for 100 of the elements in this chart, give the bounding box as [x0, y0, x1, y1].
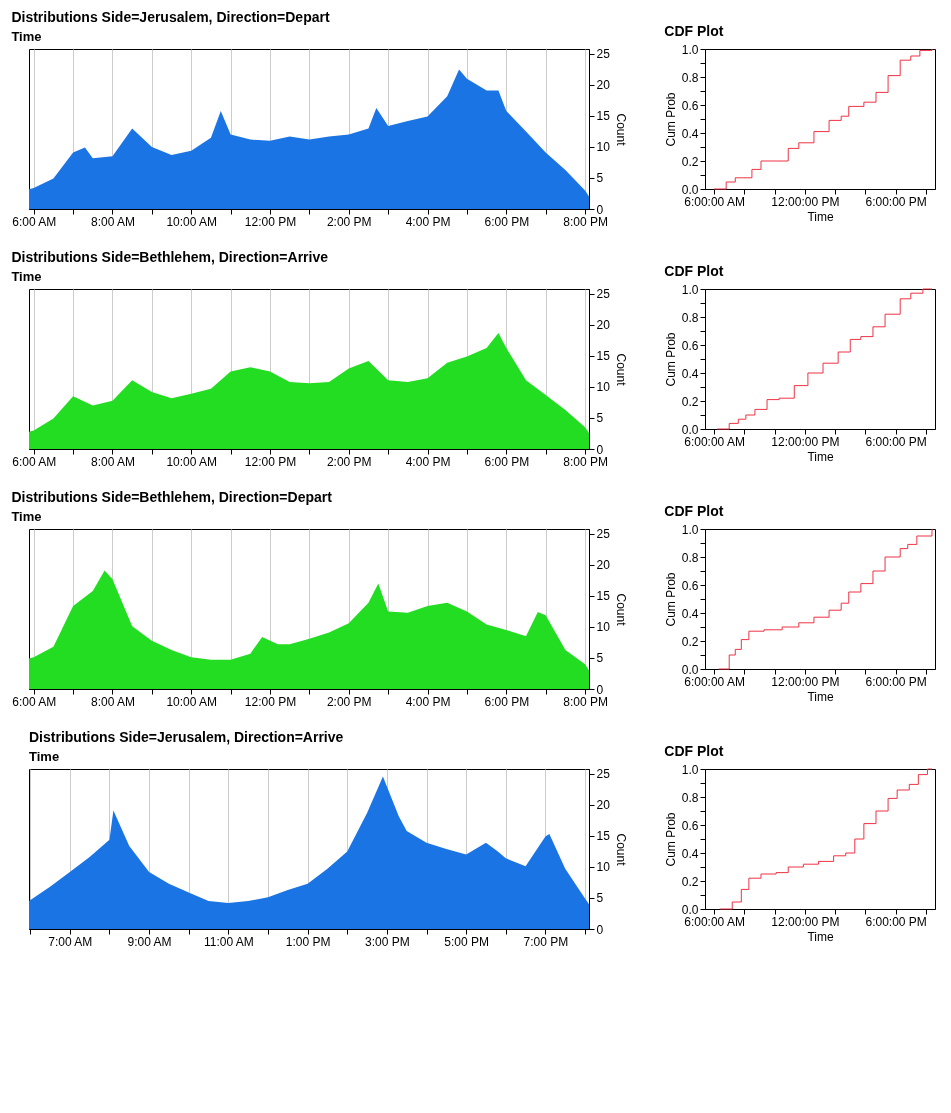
y-tick-label: 0.0 [681, 902, 699, 917]
x-tick-label: 12:00 PM [244, 694, 297, 709]
x-tick-label: 6:00:00 AM [684, 434, 745, 449]
y-tick-label: 10 [596, 140, 611, 155]
chart-subtitle: Time [11, 28, 42, 44]
x-tick-label: 8:00 PM [563, 454, 608, 469]
y-tick-label: 0.0 [681, 662, 699, 677]
y-tick-label: 1.0 [681, 282, 699, 297]
y-tick-label: 25 [596, 287, 611, 302]
x-tick-label: 5:00 PM [444, 934, 489, 949]
x-tick-label: 10:00 AM [166, 454, 218, 469]
x-tick-label: 4:00 PM [405, 214, 451, 229]
y-tick-label: 0.2 [681, 874, 699, 889]
x-tick-label: 12:00:00 PM [771, 194, 840, 209]
y-axis-title: Count [613, 833, 628, 867]
x-tick-label: 8:00 AM [90, 694, 135, 709]
x-tick-label: 12:00:00 PM [771, 914, 840, 929]
y-tick-label: 25 [596, 527, 611, 542]
x-tick-label: 6:00:00 PM [865, 914, 927, 929]
y-tick-label: 0.0 [681, 182, 699, 197]
y-tick-label: 10 [596, 620, 611, 635]
y-tick-label: 0.8 [681, 310, 699, 325]
x-tick-label: 9:00 AM [127, 934, 172, 949]
y-tick-label: 5 [596, 411, 604, 426]
x-tick-label: 7:00 AM [48, 934, 93, 949]
y-tick-label: 0.8 [681, 550, 699, 565]
y-tick-label: 0 [596, 442, 604, 457]
x-tick-label: 7:00 PM [523, 934, 569, 949]
x-tick-label: 8:00 PM [563, 694, 608, 709]
y-tick-label: 10 [596, 860, 611, 875]
y-tick-label: 15 [596, 109, 611, 124]
x-tick-label: 6:00:00 PM [865, 674, 927, 689]
y-tick-label: 15 [596, 829, 611, 844]
y-tick-label: 5 [596, 651, 604, 666]
y-tick-label: 0 [596, 922, 604, 937]
y-tick-label: 5 [596, 171, 604, 186]
chart-title: CDF Plot [664, 23, 724, 39]
chart-title: CDF Plot [664, 263, 724, 279]
y-tick-label: 25 [596, 767, 611, 782]
x-axis-title: Time [807, 689, 834, 704]
y-tick-label: 20 [596, 798, 611, 813]
chart-title: Distributions Side=Bethlehem, Direction=Arrive [11, 248, 329, 265]
x-tick-label: 8:00 PM [563, 214, 608, 229]
x-tick-label: 12:00 PM [244, 454, 297, 469]
y-tick-label: 10 [596, 380, 611, 395]
x-tick-label: 6:00 PM [484, 214, 530, 229]
x-axis-title: Time [807, 209, 834, 224]
y-tick-label: 0.4 [681, 366, 699, 381]
y-tick-label: 15 [596, 349, 611, 364]
x-tick-label: 2:00 PM [326, 694, 372, 709]
chart-title: Distributions Side=Bethlehem, Direction=Depart [11, 488, 333, 505]
x-tick-label: 6:00:00 PM [865, 194, 927, 209]
chart-subtitle: Time [11, 508, 42, 524]
y-tick-label: 0 [596, 682, 604, 697]
y-tick-label: 0 [596, 202, 604, 217]
chart-title: CDF Plot [664, 743, 724, 759]
y-tick-label: 0.2 [681, 394, 699, 409]
x-tick-label: 6:00 AM [12, 454, 57, 469]
y-tick-label: 0.6 [681, 98, 699, 113]
y-tick-label: 0.4 [681, 606, 699, 621]
x-tick-label: 10:00 AM [166, 214, 218, 229]
chart-subtitle: Time [11, 268, 42, 284]
x-tick-label: 6:00:00 AM [684, 914, 745, 929]
chart-subtitle: Time [29, 748, 60, 764]
y-axis-title: Count [613, 353, 628, 387]
x-tick-label: 4:00 PM [405, 454, 451, 469]
y-tick-label: 1.0 [681, 522, 699, 537]
y-tick-label: 0.8 [681, 70, 699, 85]
y-axis-title: Count [613, 113, 628, 147]
x-tick-label: 6:00:00 AM [684, 194, 745, 209]
y-axis-title: Cum Prob [663, 812, 678, 867]
y-axis-title: Cum Prob [663, 332, 678, 387]
x-tick-label: 11:00 AM [203, 934, 254, 949]
x-tick-label: 6:00 AM [12, 214, 57, 229]
y-axis-title: Cum Prob [663, 572, 678, 627]
y-tick-label: 20 [596, 318, 611, 333]
x-tick-label: 8:00 AM [90, 454, 135, 469]
x-axis-title: Time [807, 449, 834, 464]
x-tick-label: 6:00 PM [484, 694, 530, 709]
x-tick-label: 2:00 PM [326, 214, 372, 229]
y-tick-label: 25 [596, 47, 611, 62]
y-tick-label: 0.6 [681, 818, 699, 833]
y-tick-label: 0.6 [681, 338, 699, 353]
x-tick-label: 4:00 PM [405, 694, 451, 709]
y-tick-label: 15 [596, 589, 611, 604]
y-axis-title: Cum Prob [663, 92, 678, 147]
y-tick-label: 0.8 [681, 790, 699, 805]
chart-title: Distributions Side=Jerusalem, Direction=Arrive [29, 728, 344, 745]
y-tick-label: 0.4 [681, 846, 699, 861]
y-tick-label: 0.0 [681, 422, 699, 437]
y-tick-label: 0.2 [681, 154, 699, 169]
chart-title: CDF Plot [664, 503, 724, 519]
x-tick-label: 12:00 PM [244, 214, 297, 229]
x-tick-label: 2:00 PM [326, 454, 372, 469]
x-tick-label: 6:00 AM [12, 694, 57, 709]
y-tick-label: 5 [596, 891, 604, 906]
y-tick-label: 1.0 [681, 762, 699, 777]
y-tick-label: 20 [596, 558, 611, 573]
x-axis-title: Time [807, 929, 834, 944]
y-tick-label: 1.0 [681, 42, 699, 57]
